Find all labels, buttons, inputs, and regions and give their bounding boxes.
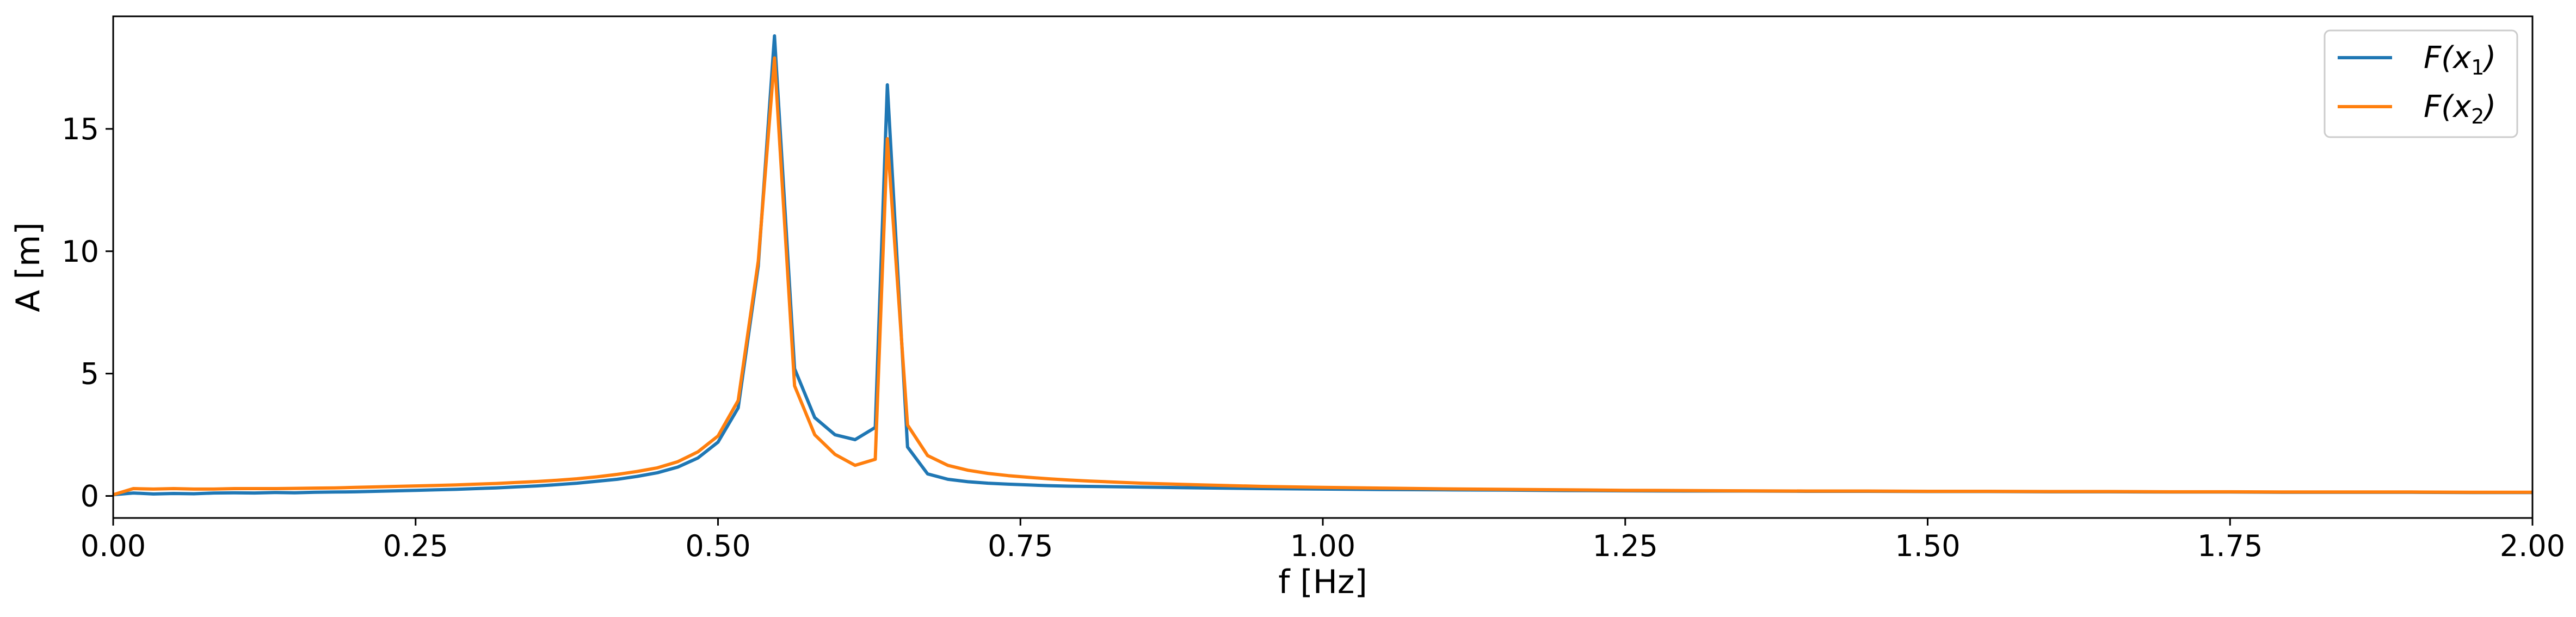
x-tick-label: 1.00 [1290, 529, 1355, 563]
x-tick-label: 1.50 [1895, 529, 1960, 563]
x-tick-label: 2.00 [2500, 529, 2565, 563]
x-tick-label: 1.75 [2197, 529, 2263, 563]
y-axis-ticks: 0 5 10 15 [61, 112, 113, 514]
plot-background [113, 16, 2532, 518]
legend: F(x1) F(x2) [2324, 29, 2518, 138]
y-tick-label: 0 [81, 479, 99, 514]
legend-label-series-1: F(x1) [2424, 40, 2496, 79]
x-tick-label: 0.00 [81, 529, 146, 563]
x-tick-label: 1.25 [1593, 529, 1658, 563]
x-axis-ticks: 0.00 0.25 0.50 0.75 1.00 1.25 1.50 1.75 2.00 [81, 518, 2565, 563]
x-tick-label: 0.50 [685, 529, 750, 563]
y-tick-label: 15 [61, 112, 99, 146]
series-layer [113, 34, 2532, 497]
series-line-2 [113, 56, 2532, 497]
y-tick-label: 10 [61, 235, 99, 269]
x-tick-label: 0.25 [383, 529, 448, 563]
x-axis-label: f [Hz] [1278, 563, 1367, 601]
y-axis-label: A [m] [9, 222, 47, 312]
x-tick-label: 0.75 [988, 529, 1053, 563]
legend-label-series-2: F(x2) [2424, 89, 2496, 128]
y-tick-label: 5 [81, 357, 99, 391]
